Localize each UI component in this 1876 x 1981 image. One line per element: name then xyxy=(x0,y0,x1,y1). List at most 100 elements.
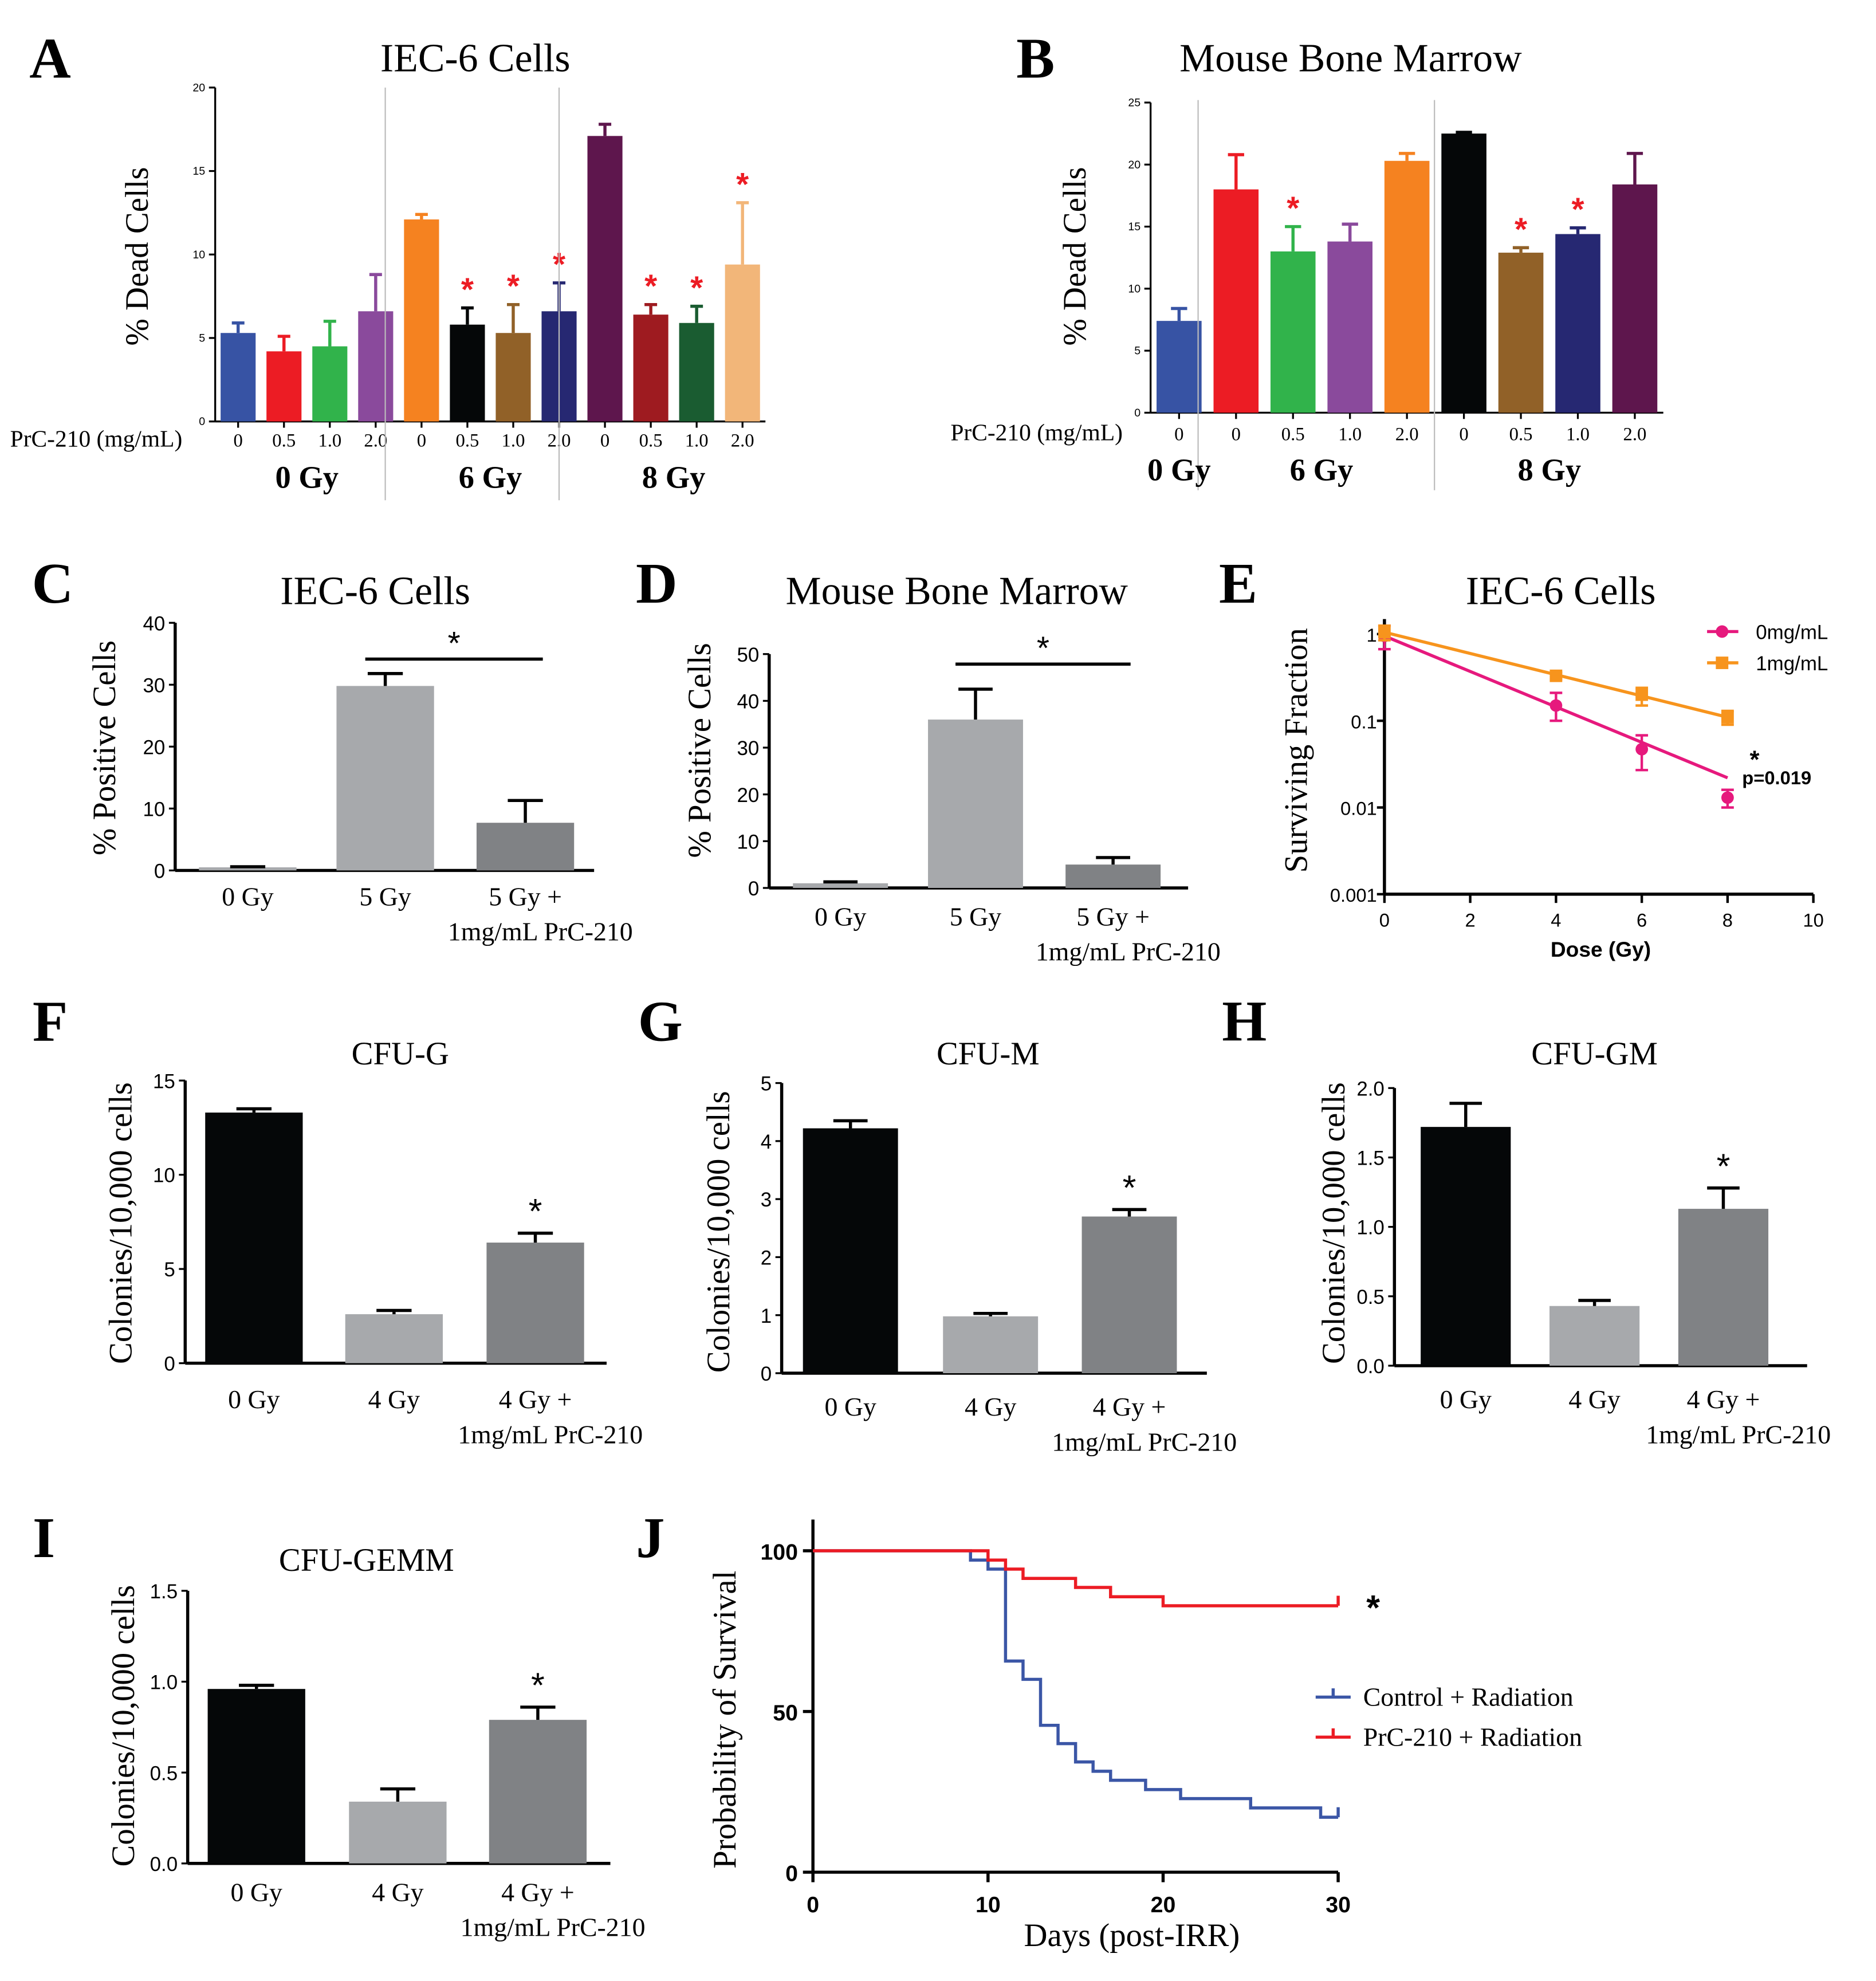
y-axis-label: Colonies/10,000 cells xyxy=(1316,1082,1352,1364)
legend-label: Control + Radiation xyxy=(1363,1683,1574,1712)
y-tick-label: 10 xyxy=(192,249,205,261)
x-axis-prefix-label: PrC-210 (mg/mL) xyxy=(950,419,1123,446)
x-tick-label: 1mg/mL PrC-210 xyxy=(458,1420,643,1449)
panel-A: A IEC-6 Cells % Dead Cells 0 5 10 15 20 0 0.5 1.0 2… xyxy=(10,26,766,501)
panel-I: I CFU-GEMM Colonies/10,000 cells 0.0 0.5 1.0 1… xyxy=(33,1506,646,1941)
y-tick-label: 0.01 xyxy=(1340,798,1377,819)
bar xyxy=(489,1720,587,1864)
bar xyxy=(1612,184,1658,413)
panel-B: B Mouse Bone Marrow % Dead Cells 0 5 10 15 20 25… xyxy=(950,26,1663,490)
x-axis-prefix-label: PrC-210 (mg/mL) xyxy=(10,425,183,452)
group-label: 8 Gy xyxy=(1517,452,1581,487)
x-tick-label: 0 xyxy=(234,430,243,451)
x-tick-label: 4 Gy + xyxy=(501,1877,575,1907)
y-tick-label: 50 xyxy=(737,644,759,666)
x-tick-label: 6 xyxy=(1637,910,1647,931)
panel-letter: J xyxy=(636,1506,664,1570)
bar xyxy=(679,323,714,422)
bar xyxy=(476,823,575,871)
bar xyxy=(633,315,668,422)
y-axis-label: % Dead Cells xyxy=(1057,167,1093,346)
x-tick-label: 4 Gy xyxy=(965,1392,1016,1421)
y-tick-label: 50 xyxy=(773,1700,798,1725)
panel-E: E IEC-6 Cells Surviving Fraction 0.001 0.01 0… xyxy=(1219,552,1828,961)
data-point xyxy=(1635,688,1649,701)
bar xyxy=(1065,864,1161,888)
y-tick-label: 1.0 xyxy=(150,1672,178,1694)
group-label: 0 Gy xyxy=(275,459,339,494)
y-tick-label: 10 xyxy=(153,1165,175,1187)
bar xyxy=(587,136,623,422)
x-tick-label: 2.0 xyxy=(1623,424,1647,445)
y-tick-label: 2.0 xyxy=(1356,1078,1385,1100)
x-tick-label: 0 Gy xyxy=(815,902,866,931)
significance-asterisk: * xyxy=(690,270,703,306)
significance-asterisk: * xyxy=(531,1665,545,1704)
bar xyxy=(221,333,256,422)
significance-asterisk: * xyxy=(1287,190,1300,226)
x-tick-label: 10 xyxy=(976,1892,1001,1917)
y-tick-label: 0.5 xyxy=(150,1762,178,1785)
x-axis-label: Dose (Gy) xyxy=(1551,937,1651,961)
bar xyxy=(1081,1216,1177,1374)
bar xyxy=(495,333,531,422)
x-tick-label: 4 Gy xyxy=(372,1877,423,1907)
x-tick-label: 0 xyxy=(1232,424,1241,445)
y-tick-label: 10 xyxy=(143,798,166,820)
bar xyxy=(199,867,297,871)
bar xyxy=(336,686,434,871)
x-tick-label: 0 Gy xyxy=(231,1877,282,1907)
panel-title: CFU-G xyxy=(352,1036,449,1072)
panel-letter: C xyxy=(32,552,74,615)
x-tick-label: 0.5 xyxy=(455,430,479,451)
y-tick-label: 2 xyxy=(761,1247,772,1269)
significance-asterisk: * xyxy=(1750,745,1760,773)
significance-asterisk: * xyxy=(1366,1588,1380,1627)
significance-asterisk: * xyxy=(529,1192,542,1231)
legend-marker xyxy=(1716,657,1729,669)
y-tick-label: 1.0 xyxy=(1356,1217,1385,1239)
y-tick-label: 0 xyxy=(761,1363,772,1385)
panel-letter: A xyxy=(29,26,71,90)
x-tick-label: 5 Gy xyxy=(950,902,1001,931)
y-tick-label: 0 xyxy=(785,1861,798,1886)
x-tick-label: 0.5 xyxy=(1281,424,1305,445)
bar xyxy=(358,311,394,422)
panel-title: CFU-GEMM xyxy=(279,1542,454,1578)
significance-asterisk: * xyxy=(736,167,749,203)
significance-asterisk: * xyxy=(1515,211,1528,247)
p-value-label: p=0.019 xyxy=(1742,767,1811,788)
y-tick-label: 15 xyxy=(192,165,205,178)
x-tick-label: 8 xyxy=(1722,910,1733,931)
survival-curve xyxy=(813,1549,1339,1819)
y-tick-label: 15 xyxy=(153,1070,175,1092)
significance-asterisk: * xyxy=(644,269,658,305)
y-tick-label: 5 xyxy=(761,1073,772,1095)
x-tick-label: 0.5 xyxy=(1509,424,1533,445)
x-tick-label: 0 xyxy=(1174,424,1183,445)
x-tick-label: 30 xyxy=(1326,1892,1351,1917)
y-tick-label: 5 xyxy=(1134,345,1140,357)
bar xyxy=(725,264,760,422)
y-axis-label: Colonies/10,000 cells xyxy=(103,1082,139,1364)
x-tick-label: 1mg/mL PrC-210 xyxy=(448,917,633,946)
y-tick-label: 1 xyxy=(1367,624,1377,646)
y-tick-label: 0 xyxy=(199,415,205,428)
x-tick-label: 5 Gy xyxy=(359,882,411,911)
group-label: 0 Gy xyxy=(1147,452,1211,487)
x-tick-label: 1.0 xyxy=(1338,424,1362,445)
group-label: 8 Gy xyxy=(642,459,706,494)
bar xyxy=(793,883,888,888)
panel-title: CFU-M xyxy=(937,1036,1040,1072)
y-tick-label: 10 xyxy=(737,831,759,853)
y-tick-label: 3 xyxy=(761,1189,772,1211)
y-tick-label: 5 xyxy=(199,332,205,345)
survival-curve xyxy=(813,1549,1339,1607)
y-axis-label: Probability of Survival xyxy=(707,1571,743,1869)
bar xyxy=(1421,1127,1511,1366)
x-axis-label: Days (post-IRR) xyxy=(1024,1917,1240,1954)
panel-title: IEC-6 Cells xyxy=(1466,569,1656,613)
panel-letter: G xyxy=(638,989,683,1053)
panel-D: D Mouse Bone Marrow % Positive Cells 0 10 20 3… xyxy=(636,552,1221,966)
y-tick-label: 30 xyxy=(143,674,166,697)
